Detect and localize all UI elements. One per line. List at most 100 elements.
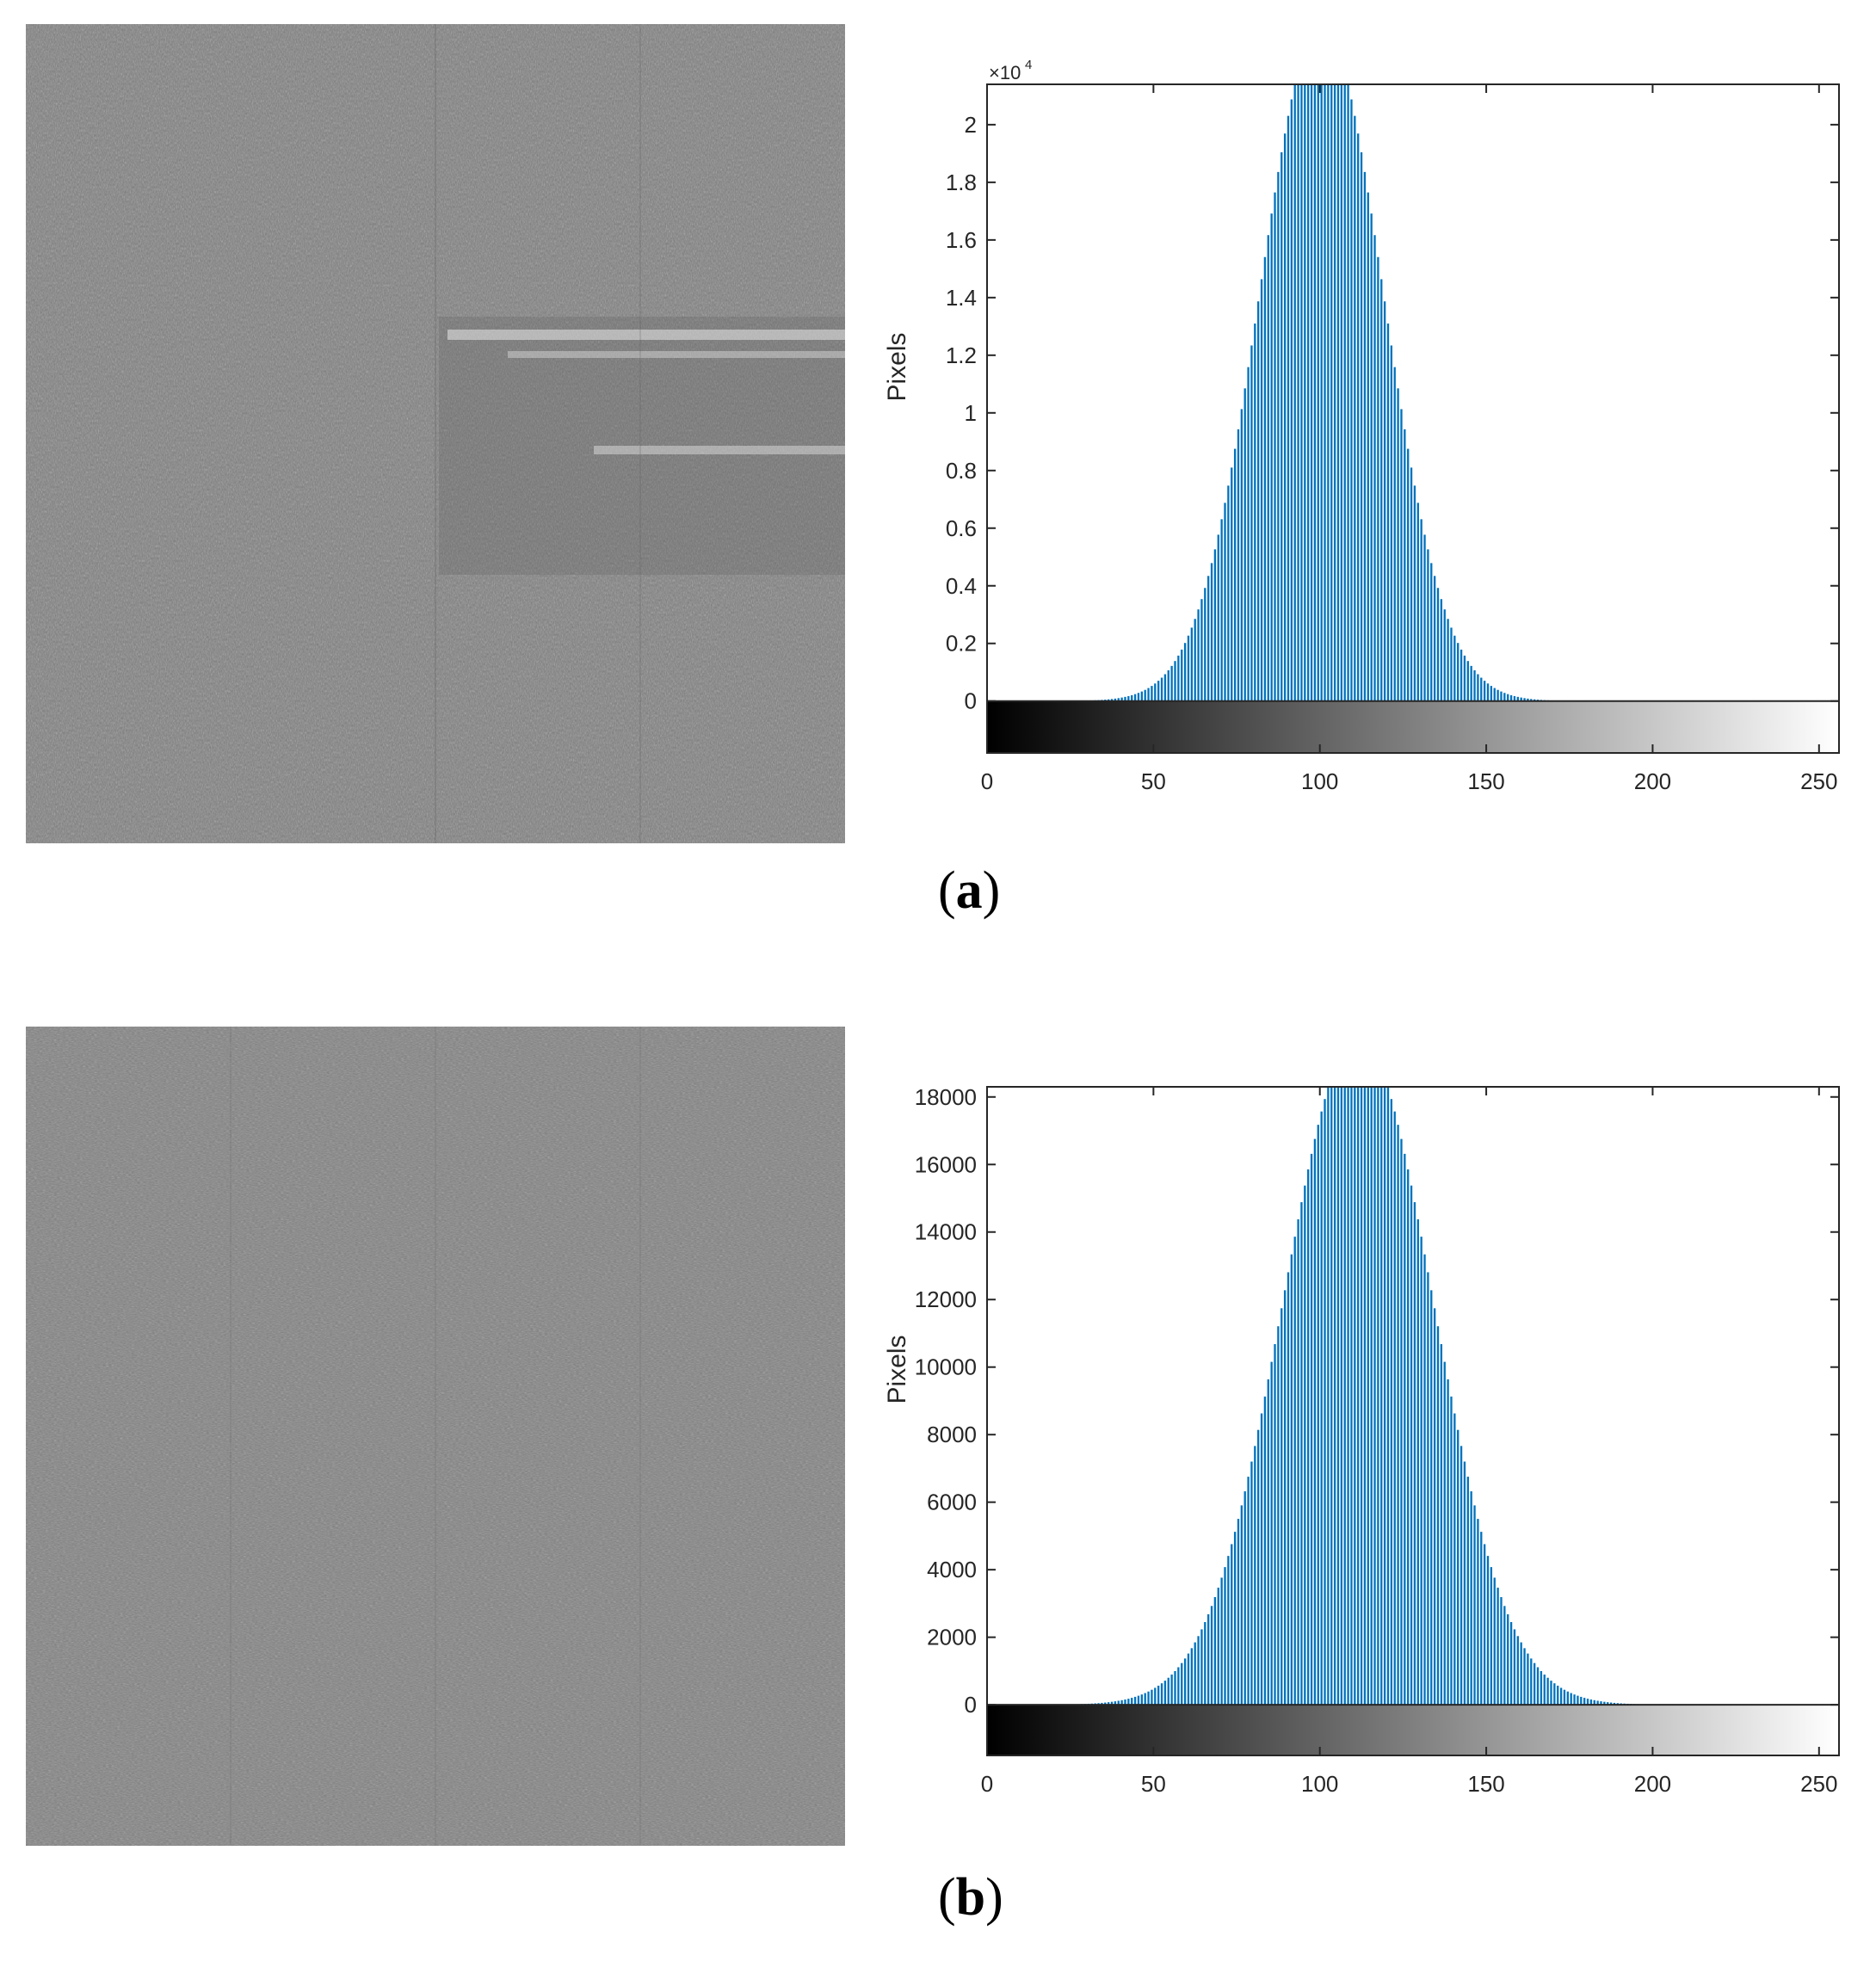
histogram-bar xyxy=(1213,549,1217,701)
histogram-bar xyxy=(1133,1696,1137,1706)
histogram-bar xyxy=(1154,683,1157,701)
histogram-bar xyxy=(1307,1169,1310,1706)
bright-streak xyxy=(447,330,845,340)
histogram-bar xyxy=(1124,696,1126,701)
histogram-bar xyxy=(1147,1691,1150,1706)
histogram-bar xyxy=(1443,1361,1446,1706)
histogram-bar xyxy=(1240,409,1243,701)
histogram-bar xyxy=(1157,681,1160,701)
histogram-bar xyxy=(1577,1695,1579,1706)
histogram-bar xyxy=(1260,279,1263,701)
histogram-bar xyxy=(1603,1701,1606,1706)
histogram-bar xyxy=(1317,84,1319,701)
histogram-bar xyxy=(1493,1577,1496,1706)
histogram-bar xyxy=(1274,192,1276,701)
histogram-bar xyxy=(1120,1699,1123,1706)
histogram-bar xyxy=(1101,1702,1103,1706)
histogram-bar xyxy=(1509,1622,1513,1706)
x-tick-label: 0 xyxy=(981,768,993,794)
panel-a-image xyxy=(26,24,845,843)
histogram-bar xyxy=(1404,1153,1406,1706)
histogram-bar xyxy=(1287,115,1290,701)
histogram-bar xyxy=(1397,1125,1399,1706)
histogram-bar xyxy=(1589,1699,1593,1706)
histogram-bar xyxy=(1181,1662,1183,1706)
y-tick-label: 0.6 xyxy=(946,515,977,541)
histogram-bar xyxy=(1473,669,1476,701)
y-exponent-label: ×10 xyxy=(989,62,1021,83)
histogram-bar xyxy=(1347,1087,1349,1706)
histogram-bar xyxy=(1607,1702,1609,1706)
histogram-bar xyxy=(1480,1532,1483,1706)
histogram-bar xyxy=(1367,192,1369,701)
histogram-bar xyxy=(1566,1691,1569,1706)
histogram-bar xyxy=(1254,1446,1256,1706)
histogram-bar xyxy=(1559,1687,1563,1706)
histogram-bar xyxy=(1370,1087,1373,1706)
histogram-bar xyxy=(1140,691,1143,701)
histogram-bar xyxy=(1570,1693,1572,1706)
histogram-bars xyxy=(1064,1087,1652,1706)
histogram-bar xyxy=(1313,84,1317,701)
histogram-bar xyxy=(1300,1202,1303,1706)
histogram-bar xyxy=(1333,1087,1336,1706)
histogram-bar xyxy=(1360,1087,1363,1706)
histogram-bar xyxy=(1220,519,1223,701)
y-tick-label: 0.2 xyxy=(946,631,977,657)
histogram-bar xyxy=(1257,301,1260,701)
y-tick-label: 10000 xyxy=(915,1354,977,1380)
histogram-bar xyxy=(1427,1272,1429,1706)
histogram-bar xyxy=(1114,1701,1117,1706)
histogram-bar xyxy=(1354,115,1356,701)
histogram-bar xyxy=(1527,698,1529,701)
axes-box xyxy=(986,1086,1840,1756)
histogram-bar xyxy=(1613,1702,1616,1706)
histogram-bar xyxy=(1593,1699,1595,1706)
histogram-bar xyxy=(1580,1696,1583,1706)
x-tick-label: 250 xyxy=(1800,1771,1837,1797)
y-tick-label: 4000 xyxy=(927,1557,977,1582)
histogram-bar xyxy=(1470,665,1472,701)
histogram-bar xyxy=(1483,681,1486,701)
histogram-bar xyxy=(1257,1429,1260,1706)
panel-label-b: (b) xyxy=(938,1868,1003,1927)
histogram-bar xyxy=(1480,677,1483,701)
histogram-bar xyxy=(1453,1413,1456,1706)
histogram-bar xyxy=(1290,99,1293,701)
axes-box xyxy=(986,83,1840,754)
panel-b-image xyxy=(26,1027,845,1846)
y-tick-label: 6000 xyxy=(927,1490,977,1515)
histogram-bar xyxy=(1343,84,1346,701)
y-tick-label: 2000 xyxy=(927,1625,977,1650)
histogram-bar xyxy=(1423,534,1426,701)
histogram-bar xyxy=(1486,683,1490,701)
histogram-bar xyxy=(1170,1675,1173,1706)
histogram-bar xyxy=(1174,661,1176,701)
histogram-bar xyxy=(1104,1702,1107,1706)
histogram-bar xyxy=(1513,695,1516,701)
y-tick-label: 0 xyxy=(965,1692,977,1718)
histogram-bar xyxy=(1596,1700,1599,1706)
histogram-bar xyxy=(1557,1685,1559,1706)
histogram-bar xyxy=(1247,1477,1250,1706)
histogram-bar xyxy=(1110,1701,1114,1706)
histogram-bar xyxy=(1486,1556,1490,1706)
histogram-bar xyxy=(1324,1099,1326,1706)
histogram-bar xyxy=(1550,1681,1552,1706)
histogram-bar xyxy=(1263,1396,1267,1706)
x-tick-label: 0 xyxy=(981,1771,993,1797)
histogram-bar xyxy=(1227,1556,1230,1706)
histogram-bar xyxy=(1477,674,1479,701)
histogram-bar xyxy=(1493,688,1496,701)
histogram-bar xyxy=(1440,1344,1443,1706)
histogram-bar xyxy=(1267,1379,1269,1706)
histogram-bar xyxy=(1527,1653,1529,1706)
histogram-bar xyxy=(1107,1702,1110,1706)
histogram-bar xyxy=(1210,563,1213,701)
histogram-bar xyxy=(1231,1544,1233,1706)
histogram-bar xyxy=(1340,84,1343,701)
histogram-bar xyxy=(1507,694,1509,701)
histogram-bar xyxy=(1546,1677,1549,1706)
histogram-bar xyxy=(1443,609,1446,701)
histogram-bar xyxy=(1436,588,1440,701)
